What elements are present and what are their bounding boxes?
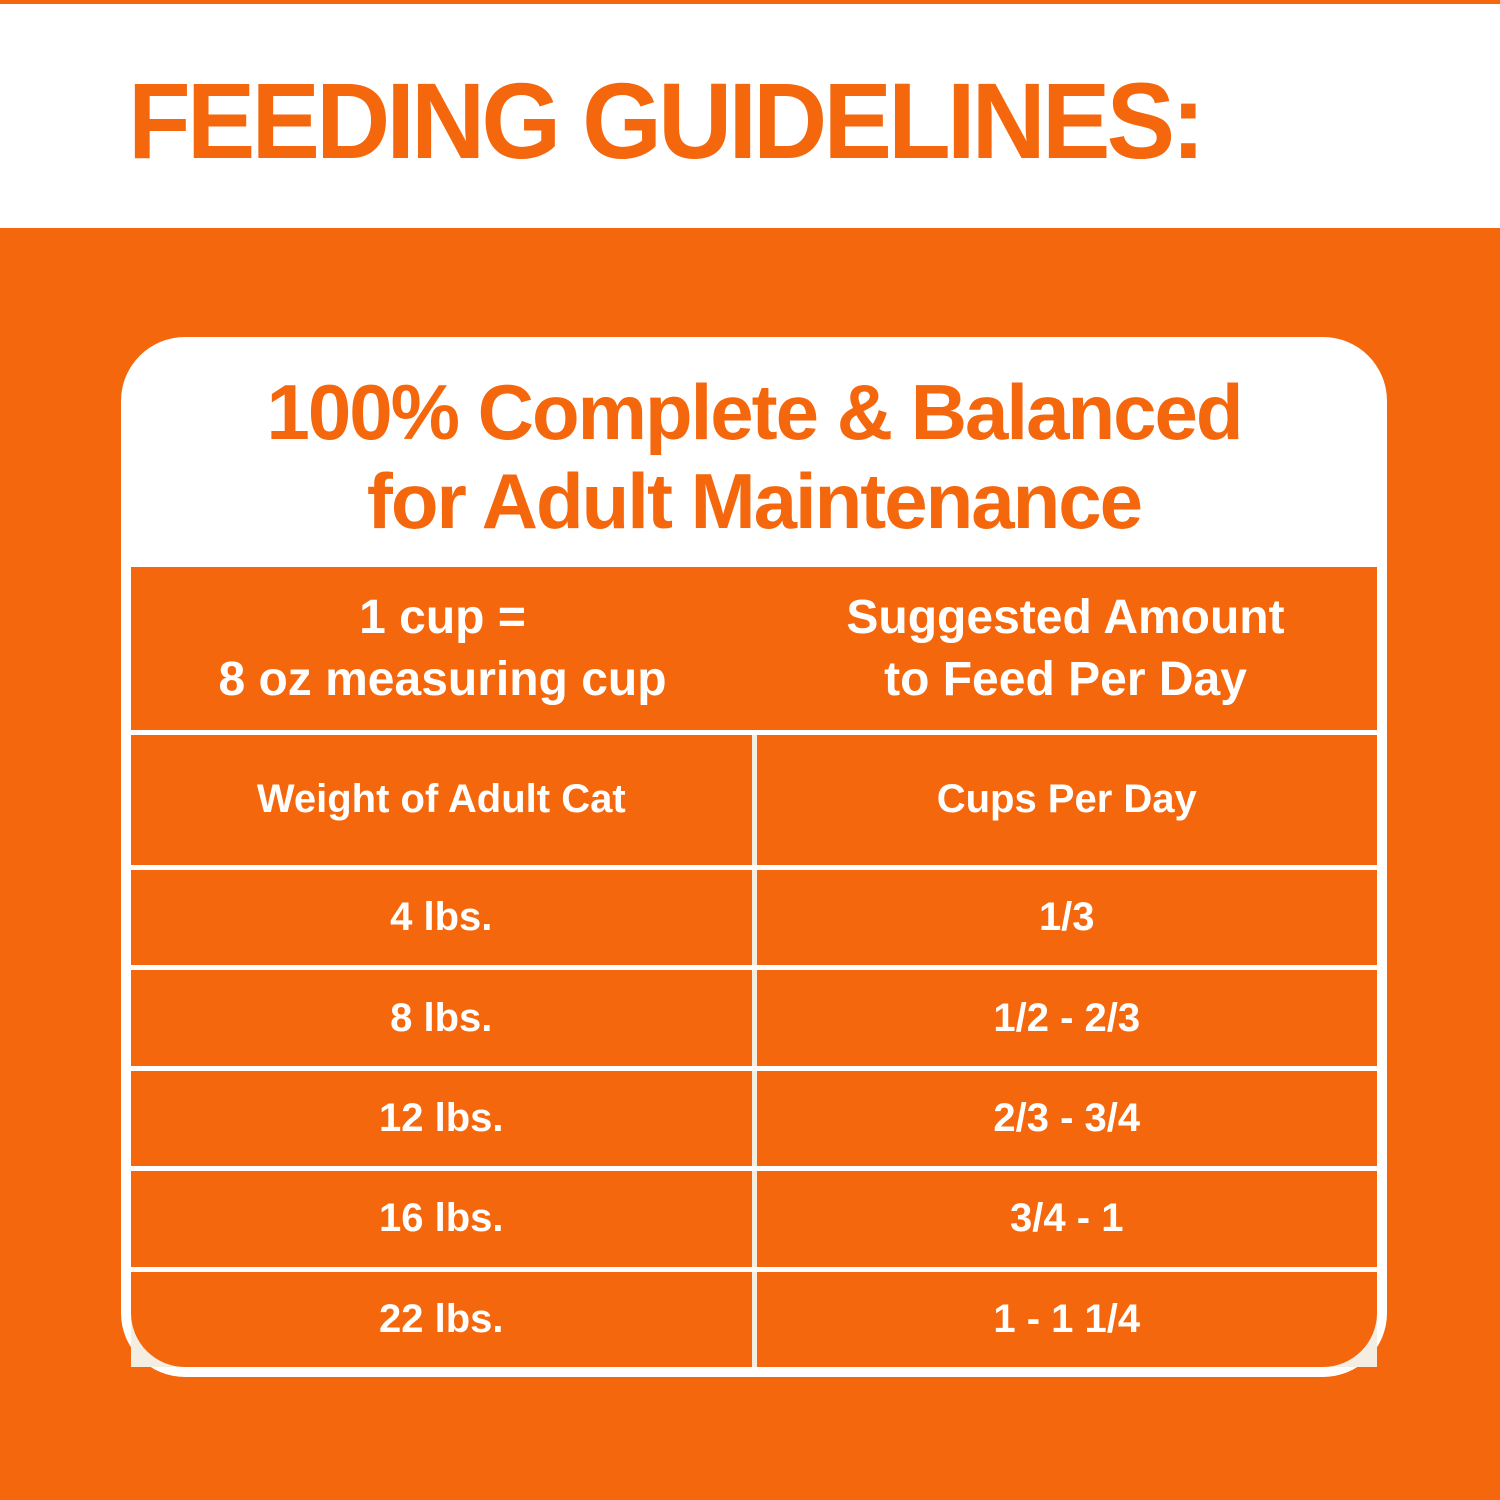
panel-heading: 100% Complete & Balanced for Adult Maint… [131, 337, 1377, 567]
cups-cell: 3/4 - 1 [756, 1171, 1377, 1267]
column-header-cups: Cups Per Day [756, 735, 1377, 865]
page-title: FEEDING GUIDELINES: [128, 60, 1205, 181]
weight-cell: 16 lbs. [131, 1171, 752, 1267]
top-band: FEEDING GUIDELINES: [0, 0, 1500, 228]
table-row: 8 lbs. 1/2 - 2/3 [131, 970, 1377, 1066]
weight-cell: 22 lbs. [131, 1271, 752, 1368]
weight-cell: 12 lbs. [131, 1070, 752, 1167]
column-header-weight: Weight of Adult Cat [131, 735, 752, 865]
top-edge-line [0, 0, 1500, 4]
panel-heading-line1: 100% Complete & Balanced [266, 368, 1243, 457]
header-cell-cup-definition: 1 cup = 8 oz measuring cup [131, 567, 754, 730]
cups-cell: 1/3 [756, 870, 1377, 966]
cup-definition-line1: 1 cup = [359, 591, 526, 645]
weight-cell: 8 lbs. [131, 970, 752, 1066]
table-row: 4 lbs. 1/3 [131, 870, 1377, 966]
feeding-table: 1 cup = 8 oz measuring cup Suggested Amo… [131, 567, 1377, 1368]
panel-heading-line2: for Adult Maintenance [366, 457, 1143, 545]
suggested-amount-line1: Suggested Amount [846, 591, 1285, 645]
suggested-amount-line2: to Feed Per Day [884, 652, 1247, 706]
table-row: 16 lbs. 3/4 - 1 [131, 1171, 1377, 1267]
header-cell-suggested-amount: Suggested Amount to Feed Per Day [754, 567, 1377, 730]
cups-cell: 1/2 - 2/3 [756, 970, 1377, 1066]
table-column-header-row: Weight of Adult Cat Cups Per Day [131, 735, 1377, 865]
content-panel: 100% Complete & Balanced for Adult Maint… [121, 337, 1387, 1377]
table-row: 22 lbs. 1 - 1 1/4 [131, 1271, 1377, 1368]
weight-cell: 4 lbs. [131, 870, 752, 966]
cups-cell: 2/3 - 3/4 [756, 1070, 1377, 1167]
cup-definition-line2: 8 oz measuring cup [218, 652, 667, 706]
cups-cell: 1 - 1 1/4 [756, 1271, 1377, 1368]
table-header-row: 1 cup = 8 oz measuring cup Suggested Amo… [131, 567, 1377, 730]
table-row: 12 lbs. 2/3 - 3/4 [131, 1070, 1377, 1167]
